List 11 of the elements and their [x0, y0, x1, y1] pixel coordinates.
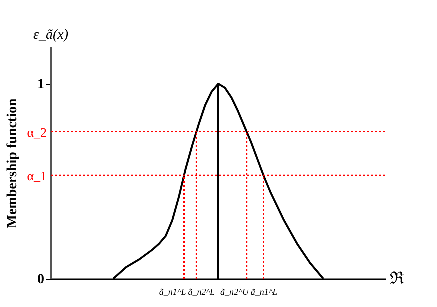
ref-line-label: α_2 — [27, 124, 47, 140]
text: ã_n2^L — [188, 287, 216, 297]
chart-title: ε_ã(x) — [33, 28, 69, 43]
text: ã_n2^U — [220, 287, 250, 297]
y-axis-title: Membership function — [6, 98, 20, 228]
text: ã_n1^L — [159, 287, 186, 297]
text: ã_n1^L — [250, 287, 278, 297]
y-tick-label: 1 — [38, 78, 44, 93]
y-tick-label: 0 — [38, 272, 44, 288]
text: ℜ — [390, 269, 405, 288]
ref-line-label: α_1 — [27, 168, 47, 184]
